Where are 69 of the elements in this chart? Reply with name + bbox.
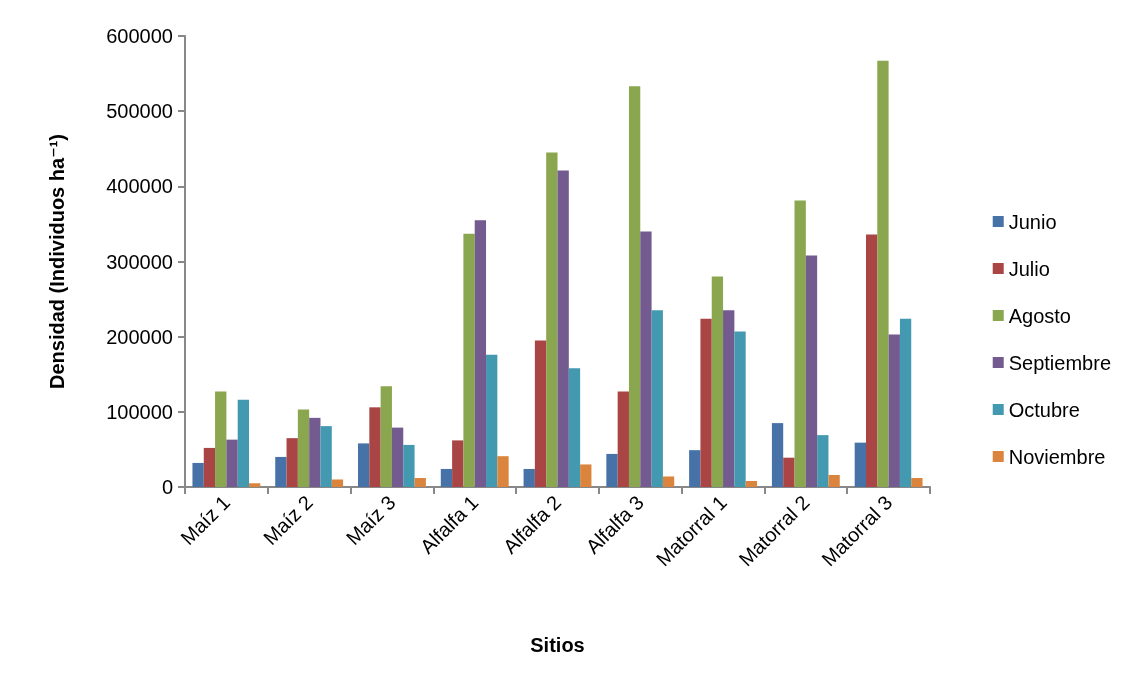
bar xyxy=(662,476,675,487)
y-tick-label: 200000 xyxy=(106,325,173,348)
bar xyxy=(640,231,652,487)
bar xyxy=(888,334,900,487)
bar xyxy=(794,200,806,487)
bar xyxy=(486,354,498,487)
bar xyxy=(700,318,712,487)
bar xyxy=(215,391,227,487)
bar xyxy=(391,427,404,487)
y-tick-label: 300000 xyxy=(106,250,173,273)
bar xyxy=(771,423,784,487)
legend-label: Octubre xyxy=(1008,398,1080,421)
x-axis-title: Sitios xyxy=(530,634,585,656)
bar xyxy=(320,426,332,487)
bar xyxy=(226,439,238,487)
bar xyxy=(628,86,641,487)
bar xyxy=(369,407,381,487)
legend-label: Noviembre xyxy=(1008,445,1106,468)
bar xyxy=(297,409,310,487)
bar xyxy=(286,438,298,487)
y-tick-label: 600000 xyxy=(106,25,173,47)
y-tick-label: 0 xyxy=(161,476,173,498)
bar xyxy=(911,477,923,487)
y-tick-label: 100000 xyxy=(106,400,173,423)
bar xyxy=(723,310,735,487)
bar xyxy=(805,255,818,487)
bar xyxy=(854,442,866,487)
bar xyxy=(745,480,757,487)
bar xyxy=(617,391,629,487)
bar xyxy=(403,444,415,487)
bar xyxy=(546,152,558,487)
y-axis-title: Densidad (Individuos ha⁻¹) xyxy=(46,133,68,390)
bar xyxy=(249,483,261,487)
bar xyxy=(580,464,592,487)
bar xyxy=(237,399,250,487)
bar xyxy=(817,435,829,487)
bar xyxy=(474,220,487,487)
bar xyxy=(534,340,547,487)
bar xyxy=(828,474,840,487)
bar xyxy=(557,170,569,487)
bar xyxy=(192,462,204,487)
bar xyxy=(568,368,581,487)
legend-label: Septiembre xyxy=(1008,351,1112,374)
y-tick-label: 500000 xyxy=(106,100,173,123)
bar xyxy=(440,468,453,487)
bar xyxy=(877,60,889,487)
bar xyxy=(331,479,344,487)
bar xyxy=(523,468,535,487)
bar xyxy=(463,233,475,487)
bar xyxy=(651,310,663,487)
bar xyxy=(711,276,724,487)
bar xyxy=(275,456,287,487)
bar xyxy=(606,453,618,487)
bar xyxy=(497,456,509,487)
bar xyxy=(203,447,216,487)
legend-label: Agosto xyxy=(1008,304,1071,327)
legend-label: Julio xyxy=(1008,257,1050,280)
bar xyxy=(899,318,912,487)
bar xyxy=(734,331,746,487)
bar xyxy=(358,443,370,487)
bar xyxy=(689,450,701,487)
bar xyxy=(865,234,878,487)
bar xyxy=(414,477,426,487)
bar xyxy=(452,440,464,487)
bar xyxy=(380,386,392,487)
bar xyxy=(309,417,321,487)
legend-label: Junio xyxy=(1008,210,1057,233)
bar xyxy=(783,457,795,487)
y-tick-label: 400000 xyxy=(106,175,173,198)
